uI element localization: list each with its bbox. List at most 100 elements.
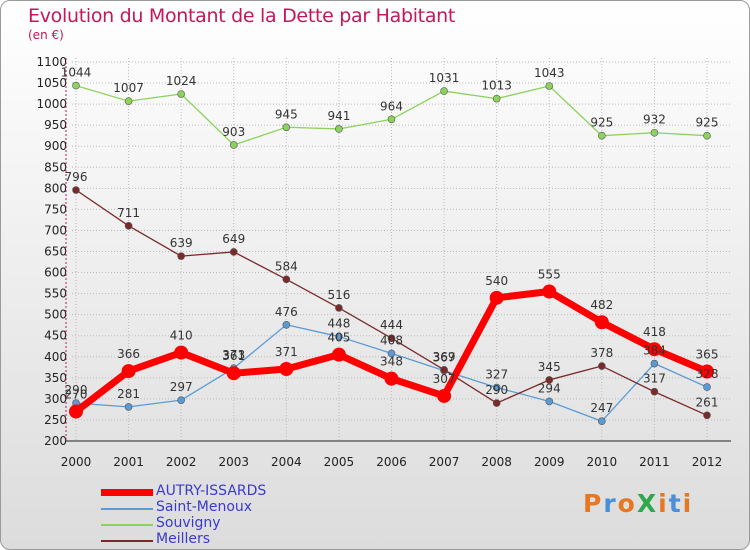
x-tick-label: 2006 (376, 455, 407, 469)
y-tick-label: 350 (44, 371, 67, 385)
data-point-souvigny (72, 81, 80, 90)
x-tick-label: 2001 (113, 455, 144, 469)
data-label-saint-menoux: 408 (380, 333, 403, 347)
chart-subtitle: (en €) (28, 28, 64, 42)
data-label-meillers: 261 (696, 395, 719, 409)
data-point-souvigny (335, 125, 343, 133)
x-tick-label: 2010 (587, 455, 618, 469)
data-label-meillers: 711 (117, 206, 140, 220)
data-label-autry-issards: 405 (327, 331, 350, 345)
axes: 200 250 300 350 400 450 500 550 600 650 700 750 800 8… (36, 55, 731, 469)
data-point-autry-issards (542, 284, 557, 299)
chart-title: Evolution du Montant de la Dette par Hab… (28, 5, 456, 27)
series-lines (69, 81, 714, 426)
data-point-autry-issards (384, 371, 399, 386)
data-point-meillers (387, 334, 396, 343)
y-tick-label: 600 (44, 266, 67, 280)
data-point-saint-menoux (282, 320, 291, 329)
x-tick-label: 2011 (639, 455, 670, 469)
y-tick-label: 850 (44, 160, 67, 174)
data-label-saint-menoux: 297 (170, 380, 193, 394)
data-label-saint-menoux: 476 (275, 305, 298, 319)
data-label-meillers: 649 (222, 232, 245, 246)
data-label-meillers: 378 (590, 346, 613, 360)
data-point-autry-issards (279, 361, 294, 376)
data-point-autry-issards (69, 404, 83, 419)
data-label-saint-menoux: 328 (696, 367, 719, 381)
data-point-saint-menoux (492, 383, 501, 392)
proxiti-logo: ProXiti (583, 489, 694, 518)
legend-swatch-saint-menoux (101, 508, 153, 510)
y-tick-label: 700 (44, 223, 67, 237)
y-tick-label: 450 (44, 329, 67, 343)
data-label-autry-issards: 482 (590, 298, 613, 312)
data-point-saint-menoux (335, 332, 343, 341)
data-label-souvigny: 941 (327, 109, 350, 123)
data-point-saint-menoux (703, 383, 711, 391)
data-label-meillers: 290 (485, 383, 508, 397)
legend-swatch-autry-issards (101, 489, 153, 496)
data-point-autry-issards (437, 388, 452, 403)
data-point-meillers (440, 366, 448, 374)
data-label-autry-issards: 540 (485, 274, 508, 288)
data-point-saint-menoux (650, 359, 659, 368)
y-tick-label: 500 (44, 308, 67, 322)
data-point-autry-issards (647, 342, 662, 357)
data-label-souvigny: 1007 (113, 81, 144, 95)
data-point-souvigny (282, 123, 291, 132)
data-label-souvigny: 1043 (534, 66, 565, 80)
data-point-meillers (335, 304, 343, 312)
data-label-autry-issards: 366 (117, 347, 140, 361)
data-label-autry-issards: 410 (170, 329, 193, 343)
data-point-saint-menoux (124, 403, 133, 411)
data-point-meillers (72, 186, 80, 194)
data-label-autry-issards: 348 (380, 355, 403, 369)
data-label-souvigny: 964 (380, 99, 403, 113)
data-label-souvigny: 1013 (481, 79, 512, 93)
data-point-autry-issards (174, 345, 189, 360)
data-point-autry-issards (121, 364, 136, 379)
data-label-meillers: 345 (538, 360, 561, 374)
data-label-saint-menoux: 448 (327, 317, 350, 331)
data-point-souvigny (440, 87, 448, 95)
data-point-autry-issards (226, 366, 241, 381)
x-tick-label: 2003 (218, 455, 249, 469)
data-point-autry-issards (331, 347, 346, 362)
data-point-meillers (598, 362, 606, 370)
data-label-saint-menoux: 367 (433, 351, 456, 365)
y-tick-label: 1000 (36, 97, 67, 111)
data-label-meillers: 584 (275, 259, 298, 273)
data-point-autry-issards (700, 364, 714, 379)
x-tick-label: 2007 (429, 455, 460, 469)
data-point-meillers (703, 411, 711, 420)
legend-swatch-meillers (101, 540, 153, 542)
x-tick-label: 2004 (271, 455, 302, 469)
y-tick-label: 800 (44, 181, 67, 195)
x-tick-label: 2008 (481, 455, 512, 469)
data-label-autry-issards: 418 (643, 325, 666, 339)
data-point-meillers (229, 248, 238, 256)
data-point-meillers (545, 376, 554, 384)
data-label-autry-issards: 555 (538, 268, 561, 282)
data-point-meillers (650, 387, 659, 396)
data-label-souvigny: 925 (590, 116, 613, 130)
data-label-saint-menoux: 281 (117, 387, 140, 401)
data-point-saint-menoux (545, 397, 554, 406)
y-tick-label: 650 (44, 245, 67, 259)
data-label-autry-issards: 270 (65, 388, 88, 402)
data-point-souvigny (124, 97, 133, 105)
data-point-souvigny (492, 94, 501, 103)
data-point-souvigny (177, 90, 185, 98)
y-tick-label: 250 (44, 413, 67, 427)
data-label-souvigny: 932 (643, 113, 666, 127)
x-tick-label: 2000 (61, 455, 92, 469)
data-label-meillers: 639 (170, 236, 193, 250)
x-tick-label: 2005 (324, 455, 355, 469)
legend-label: Souvigny (156, 515, 221, 531)
data-label-meillers: 444 (380, 318, 403, 332)
data-label-souvigny: 1031 (429, 71, 460, 85)
y-tick-label: 550 (44, 287, 67, 301)
data-label-souvigny: 925 (696, 116, 719, 130)
